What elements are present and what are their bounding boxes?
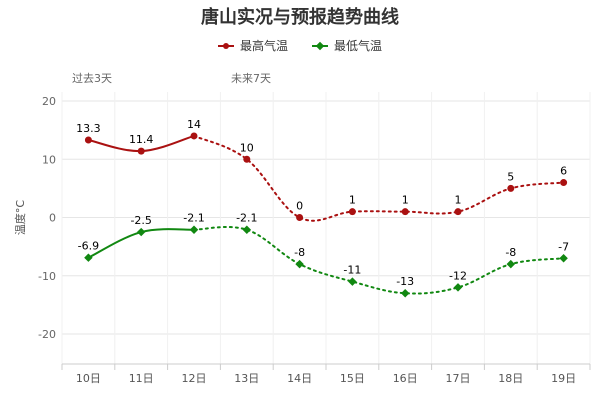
data-label: 5 [507, 170, 514, 183]
data-point [348, 208, 356, 216]
legend-swatch-min [312, 41, 328, 51]
x-tick-label: 15日 [340, 372, 365, 385]
data-point [506, 259, 516, 269]
data-point [84, 136, 92, 144]
x-tick-label: 14日 [287, 372, 312, 385]
x-tick-label: 18日 [498, 372, 523, 385]
series-line-forecast-0 [193, 134, 565, 222]
data-label: -8 [294, 246, 305, 259]
data-point [400, 288, 410, 298]
y-tick-label: -20 [38, 328, 56, 341]
data-point [507, 184, 515, 192]
data-point [348, 277, 357, 286]
x-tick-label: 12日 [182, 372, 207, 385]
x-tick-label: 11日 [129, 372, 154, 385]
y-tick-label: 20 [42, 95, 56, 108]
data-label: 1 [402, 194, 409, 207]
y-tick-label: 10 [42, 153, 56, 166]
data-point [560, 179, 568, 187]
data-label: -8 [505, 246, 516, 259]
data-label: -2.1 [236, 212, 257, 225]
legend-swatch-max [217, 41, 234, 51]
data-point [559, 254, 568, 263]
y-axis-label: 温度°C [13, 200, 27, 235]
data-point [136, 227, 146, 237]
data-point [401, 208, 409, 216]
data-point [454, 208, 462, 216]
data-label: -7 [558, 240, 569, 253]
legend-item-min[interactable]: 最低气温 [312, 37, 382, 54]
chart-title: 唐山实况与预报趋势曲线 [201, 7, 399, 28]
y-tick-label: 0 [49, 212, 56, 225]
data-point [295, 259, 304, 269]
legend-item-max[interactable]: 最高气温 [217, 37, 288, 54]
legend: 最高气温 最低气温 [0, 37, 600, 54]
x-tick-label: 19日 [551, 372, 576, 385]
data-label: -13 [396, 275, 414, 288]
legend-label-min: 最低气温 [334, 39, 383, 53]
data-label: 6 [560, 165, 567, 178]
data-label: 13.3 [76, 122, 101, 135]
data-point [453, 283, 463, 292]
legend-label-max: 最高气温 [239, 39, 288, 53]
data-point [190, 132, 198, 140]
past-band-label: 过去3天 [72, 72, 112, 85]
series-line-forecast-1 [193, 226, 565, 295]
data-label: 1 [455, 194, 462, 207]
x-tick-label: 10日 [76, 372, 101, 385]
data-point [242, 225, 252, 234]
data-label: 1 [349, 194, 356, 207]
x-tick-label: 13日 [234, 372, 259, 385]
data-label: -11 [343, 264, 361, 277]
data-point [189, 225, 199, 234]
data-point [84, 253, 93, 262]
x-tick-label: 17日 [446, 372, 471, 385]
data-point [137, 147, 145, 155]
data-label: -12 [449, 269, 467, 282]
data-label: 10 [240, 141, 254, 154]
data-label: -2.5 [130, 214, 151, 227]
data-point [243, 155, 251, 163]
x-tick-label: 16日 [393, 372, 418, 385]
data-label: 14 [187, 118, 201, 131]
future-band-label: 未来7天 [231, 72, 271, 85]
y-tick-label: -10 [38, 270, 56, 283]
data-label: -2.1 [183, 212, 204, 225]
data-label: 11.4 [129, 133, 154, 146]
data-label: 0 [296, 200, 303, 213]
data-point [296, 214, 304, 221]
data-label: -6.9 [78, 240, 99, 253]
